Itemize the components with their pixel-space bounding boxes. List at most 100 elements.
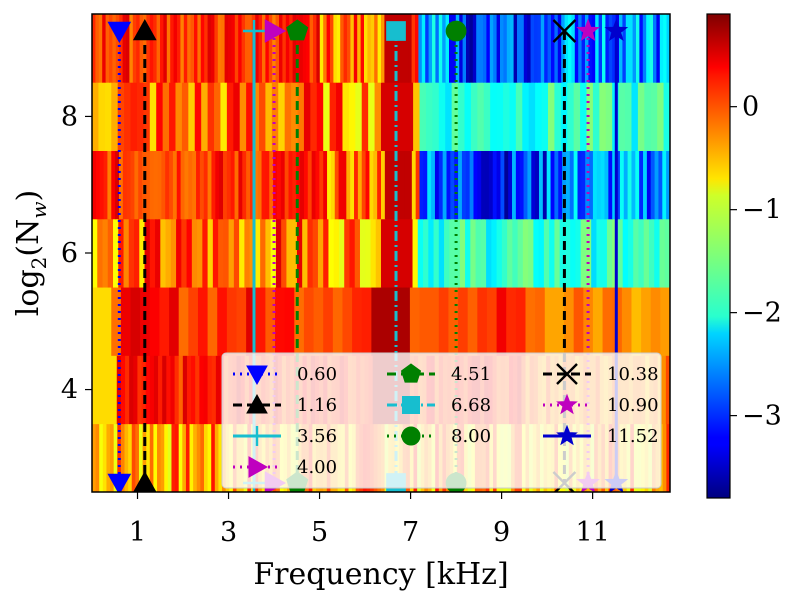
heatmap-cell xyxy=(543,218,550,288)
x-axis-label: Frequency [kHz] xyxy=(253,557,508,592)
marker-top-11.52 xyxy=(604,18,629,42)
heatmap-cell xyxy=(419,287,430,356)
heatmap-cell xyxy=(153,14,158,83)
heatmap-cell xyxy=(166,355,172,425)
legend-marker-6.68 xyxy=(402,396,420,414)
heatmap-cell xyxy=(332,287,344,356)
heatmap-cell xyxy=(664,218,670,288)
heatmap-cell xyxy=(255,14,260,83)
legend-marker-8.00 xyxy=(401,426,421,446)
heatmap-cell xyxy=(503,14,508,83)
heatmap-cell xyxy=(512,218,519,288)
heatmap-cell xyxy=(104,82,112,151)
heatmap-cell xyxy=(557,14,562,83)
colorbar-tick-label: 0 xyxy=(742,92,759,123)
heatmap-cell xyxy=(299,14,304,83)
heatmap-cell xyxy=(323,14,328,83)
heatmap-cell xyxy=(370,14,375,83)
heatmap-cell xyxy=(580,218,587,288)
colorbar-gradient xyxy=(706,13,731,499)
heatmap-cell xyxy=(153,355,159,425)
heatmap-cell xyxy=(581,14,586,83)
heatmap-cell xyxy=(400,150,405,220)
heatmap-cell xyxy=(469,150,475,220)
heatmap-cell xyxy=(421,14,426,83)
heatmap-cell xyxy=(165,150,170,220)
heatmap-cell xyxy=(223,218,230,288)
heatmap-cell xyxy=(117,82,125,151)
heatmap-cell xyxy=(528,82,536,151)
heatmap-cell xyxy=(120,287,132,356)
heatmap-cell xyxy=(592,82,600,151)
heatmap-cell xyxy=(600,150,606,220)
legend-marker-1.16 xyxy=(246,393,268,414)
heatmap-cell xyxy=(469,14,474,83)
heatmap-cell xyxy=(214,423,220,492)
heatmap-cell xyxy=(554,14,559,83)
heatmap-cell xyxy=(236,287,247,356)
heatmap-cell xyxy=(297,82,305,151)
heatmap-cell xyxy=(588,14,593,83)
heatmap-cell xyxy=(649,14,654,83)
heatmap-cell xyxy=(244,218,251,288)
y-axis-label-sub2: w xyxy=(27,202,51,219)
heatmap-cell xyxy=(200,14,205,83)
heatmap-cell xyxy=(396,150,401,220)
heatmap-cell xyxy=(428,218,435,288)
heatmap-cell xyxy=(349,218,356,288)
heatmap-cell xyxy=(537,14,542,83)
heatmap-cell xyxy=(666,14,670,83)
heatmap-cell xyxy=(146,14,151,83)
heatmap-cell xyxy=(342,82,350,151)
heatmap-cell xyxy=(270,218,277,288)
heatmap-cell xyxy=(269,150,274,220)
heatmap-cell xyxy=(156,82,164,151)
heatmap-cell xyxy=(535,150,540,220)
heatmap-cell xyxy=(265,82,273,151)
heatmap-cell xyxy=(197,287,209,356)
heatmap-cell xyxy=(199,150,205,220)
heatmap-cell xyxy=(330,150,336,220)
heatmap-cell xyxy=(106,423,111,492)
heatmap-cell xyxy=(212,218,219,288)
heatmap-cell xyxy=(284,150,290,220)
heatmap-cell xyxy=(621,287,633,356)
heatmap-cell xyxy=(164,423,169,492)
heatmap-cell xyxy=(191,355,196,425)
heatmap-cell xyxy=(347,14,351,83)
marker-top-4.00 xyxy=(264,19,287,43)
heatmap-cell xyxy=(418,14,423,83)
heatmap-cell xyxy=(354,218,361,288)
heatmap-cell xyxy=(104,355,110,425)
heatmap-cell xyxy=(503,82,511,151)
heatmap-cell xyxy=(185,423,191,492)
heatmap-cell xyxy=(218,218,224,288)
heatmap-cell xyxy=(310,82,318,151)
heatmap-cell xyxy=(226,82,234,151)
marker-top-3.56 xyxy=(243,20,266,42)
heatmap-cell xyxy=(629,14,634,83)
heatmap-cell xyxy=(215,150,220,220)
colorbar-tick-label: −2 xyxy=(742,298,782,329)
heatmap-cell xyxy=(373,150,378,220)
heatmap-cell xyxy=(411,14,416,83)
heatmap-cell xyxy=(591,218,598,288)
heatmap-cell xyxy=(554,150,559,220)
heatmap-cell xyxy=(388,150,394,220)
marker-top-1.16 xyxy=(132,18,157,41)
heatmap-cell xyxy=(330,14,334,83)
heatmap-cell xyxy=(643,150,648,220)
heatmap-cell xyxy=(504,150,509,220)
heatmap-cell xyxy=(135,423,140,492)
heatmap-cell xyxy=(534,14,538,83)
heatmap-cell xyxy=(586,82,594,151)
heatmap-cell xyxy=(515,82,523,151)
heatmap-cell xyxy=(115,14,120,83)
heatmap-cell xyxy=(303,150,309,220)
heatmap-cell xyxy=(527,150,532,220)
heatmap-cell xyxy=(258,14,263,83)
heatmap-cell xyxy=(589,150,594,220)
heatmap-cell xyxy=(438,82,446,151)
heatmap-cell xyxy=(562,150,567,220)
heatmap-cell xyxy=(409,287,421,356)
